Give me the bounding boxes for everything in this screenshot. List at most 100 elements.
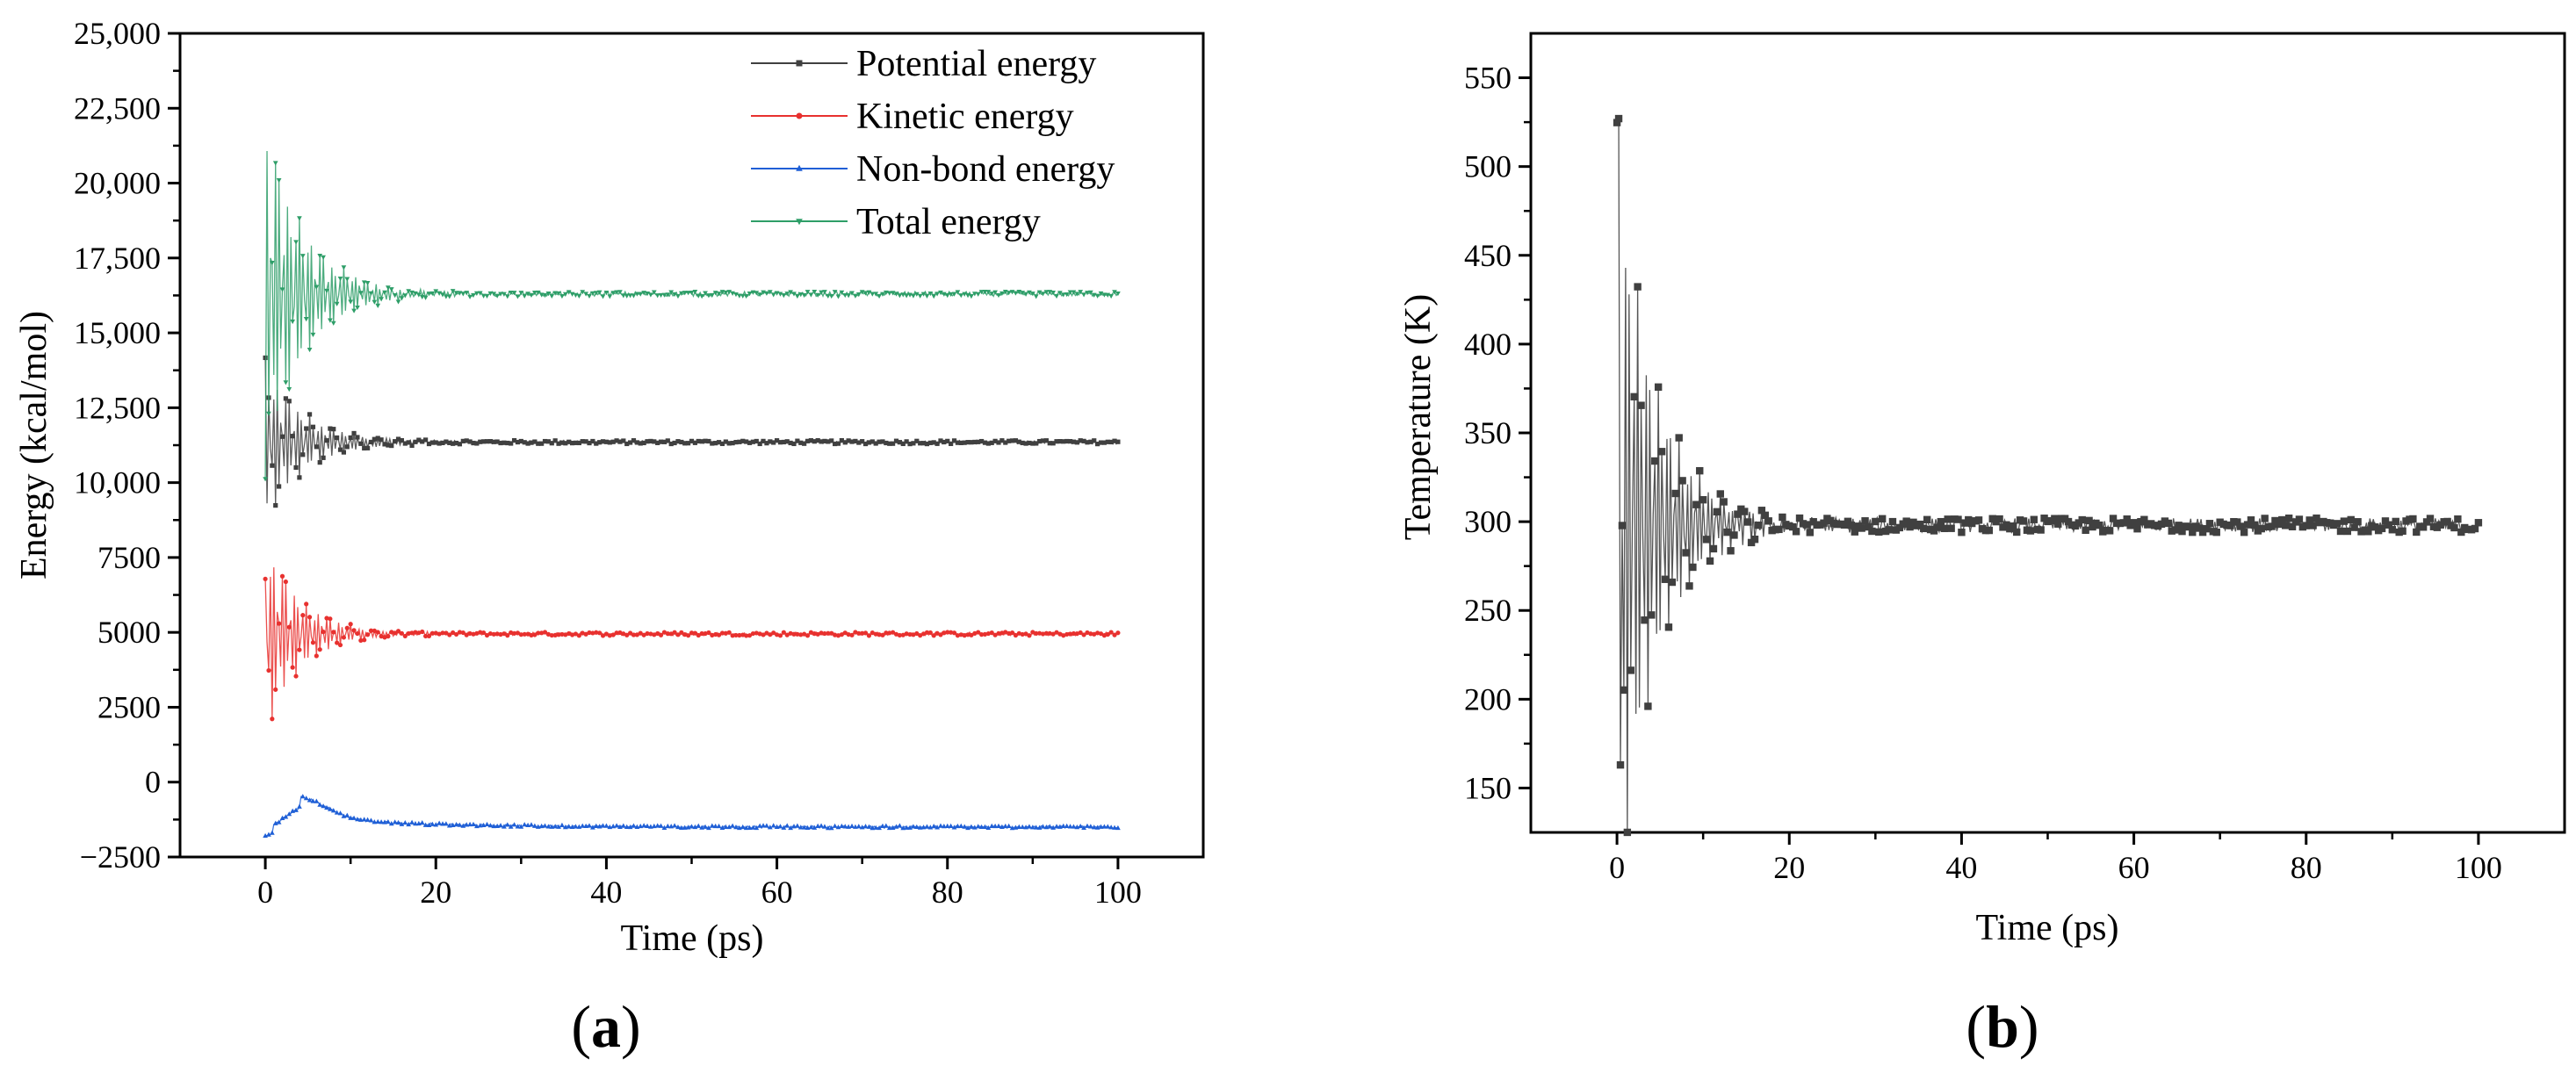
data-point [1696, 466, 1704, 475]
data-point [1671, 489, 1679, 498]
data-point [685, 291, 691, 296]
data-point [429, 821, 436, 826]
data-point [587, 823, 592, 828]
data-point [501, 631, 507, 637]
data-point [716, 632, 722, 637]
data-point [624, 441, 630, 447]
data-point [692, 440, 697, 445]
data-point [1634, 283, 1642, 291]
data-point [355, 817, 360, 822]
data-point [344, 277, 350, 282]
data-point [992, 632, 998, 637]
data-point [706, 630, 711, 636]
data-point [1064, 823, 1070, 828]
data-point [542, 292, 548, 299]
data-point [1078, 438, 1083, 443]
data-point [2051, 515, 2059, 522]
data-point [679, 439, 684, 445]
data-point [784, 439, 790, 444]
data-point [2010, 522, 2017, 530]
a-x-tick-label: 40 [590, 875, 622, 910]
data-point [386, 818, 391, 825]
data-point [1657, 448, 1666, 456]
data-point [1868, 527, 1876, 536]
data-point [927, 630, 933, 636]
data-point [590, 825, 595, 830]
data-point [395, 436, 401, 442]
data-point [529, 632, 534, 638]
data-point [808, 292, 814, 298]
data-point [873, 631, 878, 637]
data-point [945, 438, 950, 443]
data-point [505, 440, 510, 446]
data-point [938, 823, 943, 828]
data-point [2295, 515, 2304, 523]
data-point [600, 439, 606, 444]
a-y-tick-label: 22,500 [74, 90, 161, 126]
data-point [917, 825, 923, 830]
data-point [1067, 824, 1073, 829]
data-point [627, 293, 633, 299]
data-point [484, 632, 490, 638]
data-point [641, 440, 646, 446]
data-point [569, 824, 575, 830]
data-point [754, 630, 759, 636]
a-x-tick-label: 0 [257, 875, 273, 910]
data-point [1002, 823, 1008, 829]
data-point [869, 439, 875, 444]
data-point [331, 630, 336, 635]
data-point [484, 293, 490, 299]
data-point [321, 455, 326, 460]
data-point [969, 294, 974, 299]
data-point [1847, 522, 1856, 529]
data-point [686, 633, 691, 638]
data-point [658, 439, 664, 444]
data-point [628, 630, 633, 636]
data-point [808, 825, 814, 830]
data-point [913, 292, 920, 297]
data-point [1933, 523, 1942, 531]
data-point [1108, 439, 1114, 445]
data-point [675, 293, 681, 299]
data-point [494, 293, 501, 299]
data-point [1087, 290, 1093, 295]
data-point [781, 630, 786, 635]
data-point [631, 823, 637, 828]
data-point [314, 444, 319, 450]
data-point [1906, 522, 1914, 531]
data-point [887, 630, 892, 636]
data-point [931, 440, 936, 445]
data-point [1108, 825, 1115, 830]
data-point [1013, 438, 1019, 443]
data-point [515, 824, 521, 829]
data-point [426, 633, 432, 639]
data-point [2189, 528, 2197, 536]
data-point [2019, 517, 2028, 525]
data-point [1937, 517, 1945, 526]
data-point [382, 819, 387, 825]
data-point [610, 632, 616, 637]
data-point [266, 667, 271, 673]
data-point [1730, 531, 1738, 539]
data-point [672, 630, 677, 635]
data-point [406, 289, 412, 294]
data-point [433, 440, 438, 445]
data-point [379, 297, 384, 302]
data-point [2085, 516, 2093, 525]
b-x-tick-label: 20 [1773, 850, 1805, 885]
data-point [399, 296, 405, 301]
data-point [658, 823, 664, 828]
data-point [904, 439, 909, 444]
data-point [1074, 292, 1080, 297]
data-point [1614, 114, 1623, 123]
data-point [1820, 519, 1828, 527]
data-point [413, 291, 418, 297]
data-point [897, 440, 902, 445]
data-point [886, 291, 892, 296]
data-point [686, 441, 691, 446]
data-point [1064, 631, 1070, 637]
data-point [559, 631, 565, 637]
data-point [2309, 522, 2317, 529]
data-point [866, 824, 872, 829]
data-point [1054, 439, 1059, 444]
